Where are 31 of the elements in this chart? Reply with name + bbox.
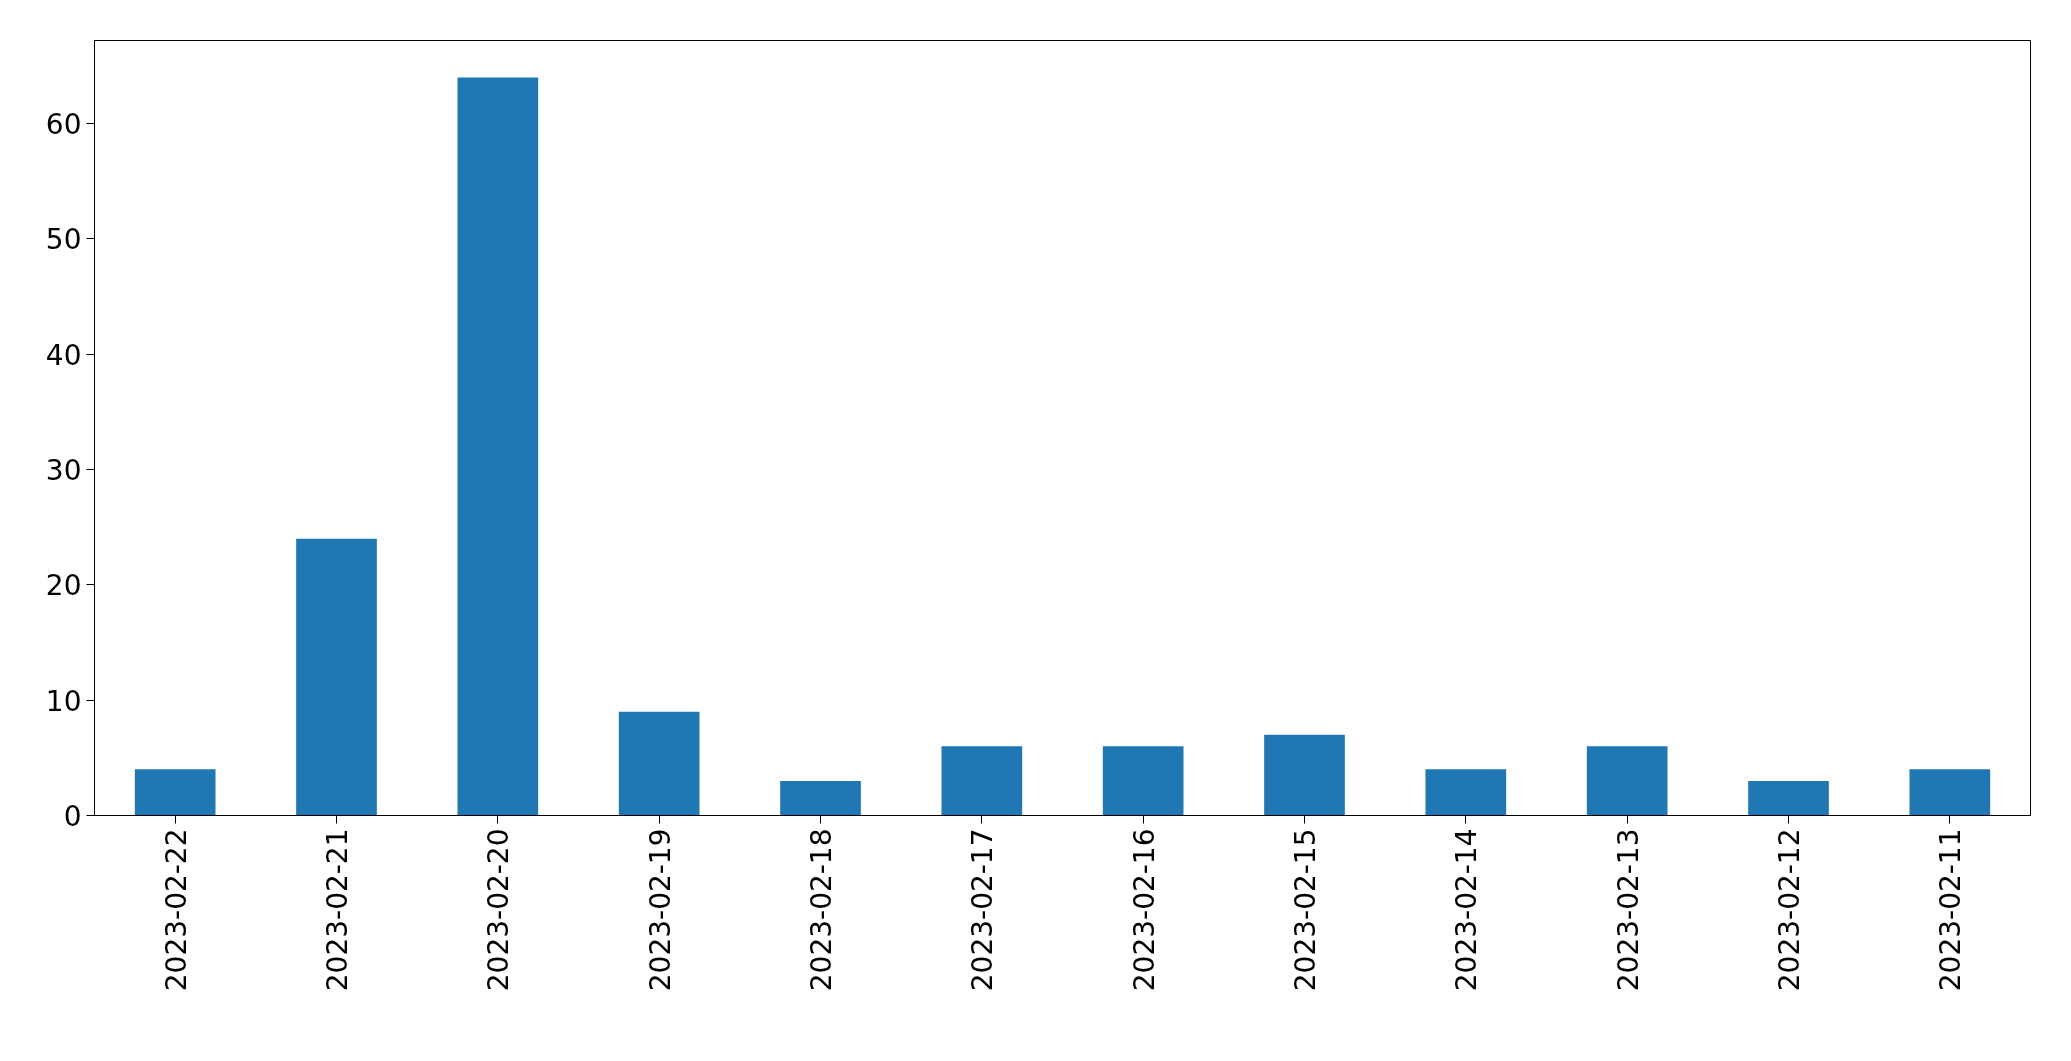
y-tick-label: 0	[63, 800, 82, 833]
bar	[457, 77, 539, 816]
bar	[1102, 746, 1184, 816]
bar	[134, 769, 216, 816]
x-tick-label: 2023-02-13	[1611, 828, 1645, 992]
bar	[296, 538, 377, 816]
x-tick-label: 2023-02-17	[966, 828, 1000, 992]
y-tick-label: 30	[45, 454, 82, 488]
y-tick-label: 50	[45, 223, 82, 257]
bar	[1425, 769, 1507, 816]
x-tick-label: 2023-02-22	[159, 828, 193, 992]
x-tick-label: 2023-02-11	[1934, 828, 1968, 992]
y-tick-label: 20	[45, 569, 82, 603]
x-tick-label: 2023-02-21	[321, 828, 354, 992]
y-tick-label: 60	[45, 108, 82, 142]
bar	[941, 746, 1023, 816]
bar	[780, 780, 861, 816]
y-tick-label: 10	[45, 684, 82, 718]
bar	[1748, 780, 1829, 816]
x-tick-label: 2023-02-18	[805, 828, 838, 992]
x-tick-label: 2023-02-12	[1773, 828, 1806, 992]
bar	[1264, 734, 1345, 816]
x-tick-label: 2023-02-20	[482, 828, 516, 992]
x-tick-label: 2023-02-14	[1450, 828, 1484, 992]
bar	[1586, 746, 1668, 816]
x-tick-label: 2023-02-16	[1127, 828, 1161, 992]
bar	[618, 711, 700, 816]
bar	[1909, 769, 1991, 816]
y-tick-label: 40	[45, 338, 82, 372]
x-tick-label: 2023-02-19	[643, 828, 677, 992]
x-tick-label: 2023-02-15	[1289, 828, 1322, 992]
